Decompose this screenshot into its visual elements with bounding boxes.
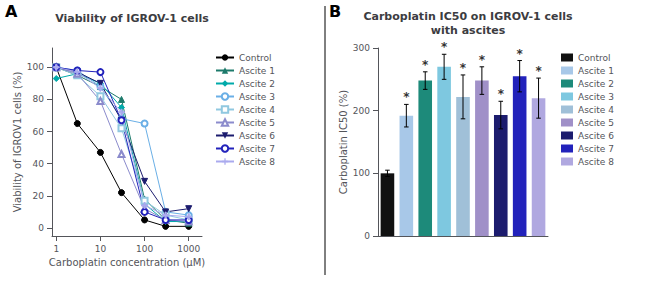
svg-text:60: 60 (33, 127, 45, 137)
svg-text:Ascite 3: Ascite 3 (239, 92, 275, 102)
svg-text:80: 80 (33, 94, 45, 104)
svg-text:Ascite 4: Ascite 4 (578, 105, 614, 115)
svg-text:Control: Control (239, 53, 272, 63)
svg-text:100: 100 (136, 244, 153, 254)
svg-text:1: 1 (53, 244, 59, 254)
svg-text:40: 40 (33, 159, 45, 169)
svg-text:Ascite 2: Ascite 2 (578, 79, 614, 89)
svg-text:*: * (422, 58, 429, 72)
svg-text:*: * (517, 47, 524, 61)
svg-text:*: * (460, 61, 467, 75)
svg-text:0: 0 (38, 223, 44, 233)
svg-text:300: 300 (353, 43, 370, 53)
svg-text:Ascite 5: Ascite 5 (239, 118, 275, 128)
svg-text:*: * (403, 90, 410, 104)
svg-text:with ascites: with ascites (431, 24, 506, 37)
svg-text:*: * (441, 40, 448, 54)
svg-text:Viability of IGROV1 cells (%): Viability of IGROV1 cells (%) (12, 72, 23, 213)
svg-text:*: * (479, 53, 486, 67)
svg-text:100: 100 (353, 168, 370, 178)
svg-text:Ascite 8: Ascite 8 (578, 157, 614, 167)
svg-text:*: * (535, 64, 542, 78)
svg-text:10: 10 (95, 244, 107, 254)
svg-text:Ascite 1: Ascite 1 (578, 66, 614, 76)
svg-text:1000: 1000 (177, 244, 200, 254)
svg-text:Ascite 1: Ascite 1 (239, 66, 275, 76)
svg-text:20: 20 (33, 191, 45, 201)
svg-text:Ascite 7: Ascite 7 (239, 144, 275, 154)
svg-text:100: 100 (27, 62, 44, 72)
svg-text:Ascite 2: Ascite 2 (239, 79, 275, 89)
svg-text:Ascite 6: Ascite 6 (578, 131, 614, 141)
svg-text:Carboplatin concentration (μM): Carboplatin concentration (μM) (49, 257, 205, 268)
svg-text:Carboplatin IC50 on IGROV-1 ce: Carboplatin IC50 on IGROV-1 cells (363, 10, 573, 23)
svg-text:*: * (498, 87, 505, 101)
svg-text:Ascite 8: Ascite 8 (239, 157, 275, 167)
svg-text:Ascite 7: Ascite 7 (578, 144, 614, 154)
svg-text:Ascite 3: Ascite 3 (578, 92, 614, 102)
svg-text:Ascite 6: Ascite 6 (239, 131, 275, 141)
svg-text:Carboplatin IC50 (%): Carboplatin IC50 (%) (338, 90, 349, 194)
svg-text:A: A (5, 2, 18, 21)
svg-text:Control: Control (578, 53, 611, 63)
svg-text:Ascite 4: Ascite 4 (239, 105, 275, 115)
svg-text:0: 0 (364, 231, 370, 241)
svg-text:200: 200 (353, 106, 370, 116)
svg-text:Ascite 5: Ascite 5 (578, 118, 614, 128)
svg-text:B: B (329, 2, 341, 21)
svg-text:Viability of IGROV-1 cells: Viability of IGROV-1 cells (55, 12, 209, 25)
